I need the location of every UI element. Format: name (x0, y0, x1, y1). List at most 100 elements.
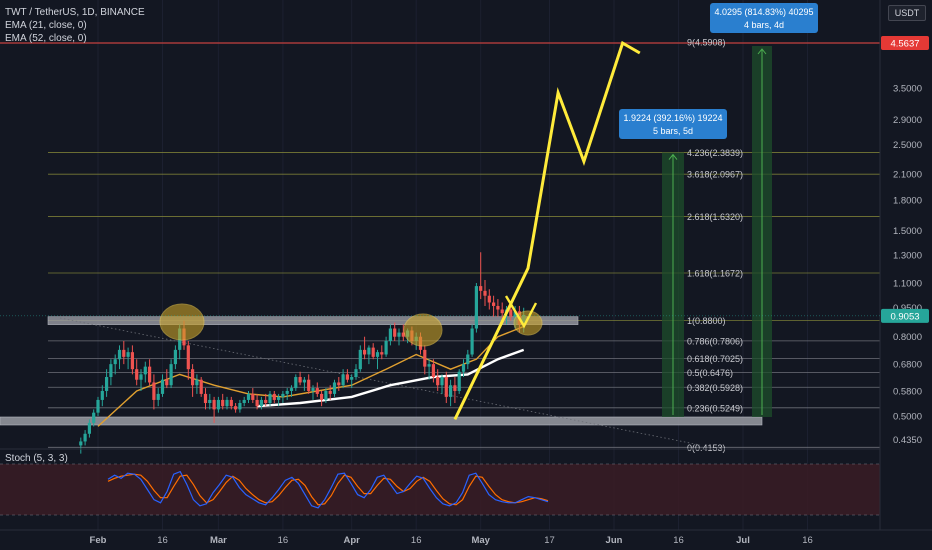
candle-body (431, 364, 435, 378)
candle-body (152, 382, 156, 400)
candle-body (341, 374, 345, 386)
time-axis[interactable]: Feb 16 Mar 16 Apr 16 May 17 Jun 16 Jul 16 (0, 529, 932, 546)
candle-body (87, 422, 91, 434)
time-label: 16 (411, 535, 422, 546)
time-label: 16 (802, 535, 813, 546)
price-tick: 0.5800 (893, 386, 922, 397)
candle-body (246, 393, 251, 400)
overlay-drawings (159, 40, 641, 421)
candle-body (350, 377, 354, 380)
candle-body (470, 328, 474, 355)
fib-label: 3.618(2.0967) (687, 170, 743, 180)
price-tick: 0.5000 (893, 412, 922, 423)
highlight-circle (513, 310, 543, 336)
candle-body (186, 345, 190, 370)
candle-body (302, 379, 306, 383)
candle-body (444, 377, 448, 397)
price-tick: 2.9000 (893, 115, 922, 126)
time-label: May (471, 535, 490, 546)
candle-body (259, 399, 263, 407)
candle-body (156, 393, 160, 400)
candle-body (474, 286, 478, 329)
candle-body (371, 347, 375, 357)
candle-body (212, 399, 216, 410)
fib-label: 9(4.5908) (687, 38, 726, 48)
stoch-k-line (107, 470, 549, 509)
price-tick: 1.8000 (893, 195, 922, 206)
fib-label: 2.618(1.6320) (687, 212, 743, 222)
candle-body (96, 399, 100, 413)
time-label: Jun (606, 535, 623, 546)
ema21-legend: EMA (21, close, 0) (5, 20, 87, 31)
currency-button[interactable]: USDT (888, 5, 926, 21)
fib-label: 0.618(0.7025) (687, 354, 743, 364)
candle-body (117, 349, 122, 360)
candle-body (384, 340, 388, 355)
resistance-zone (47, 316, 579, 325)
candle-body (216, 399, 220, 410)
candle-body (135, 369, 139, 380)
candle-body (393, 328, 397, 337)
candle-body (221, 399, 225, 407)
fib-label: 4.236(2.3839) (687, 148, 743, 158)
candle-body (375, 352, 380, 357)
fib-label: 0(0.4153) (687, 443, 726, 453)
candle-body (199, 379, 203, 394)
candle-body (483, 290, 487, 296)
candle-body (401, 332, 405, 337)
price-tick: 2.5000 (893, 140, 922, 151)
candle-body (229, 399, 233, 407)
drawings (0, 42, 880, 448)
candle-body (294, 377, 298, 389)
candle-body (285, 390, 289, 394)
time-label: 16 (278, 535, 289, 546)
fib-label: 0.382(0.5928) (687, 383, 743, 393)
time-label: Apr (344, 535, 361, 546)
candle-body (328, 390, 332, 394)
time-label: Feb (90, 535, 107, 546)
candle-body (496, 305, 500, 310)
time-label: 17 (544, 535, 555, 546)
fib-label: 1(0.8800) (687, 316, 726, 326)
candle-body (358, 349, 362, 370)
candle-body (453, 385, 457, 391)
candle-body (234, 406, 238, 410)
candle-body (160, 379, 165, 394)
range-arrowhead-2 (757, 48, 767, 55)
candle-body (363, 349, 367, 355)
candle-body (423, 349, 427, 367)
price-axis-bg (880, 0, 932, 550)
candle-body (242, 399, 246, 404)
fib-label: 1.618(1.1672) (687, 269, 743, 279)
candle-body (367, 347, 371, 355)
candle-body (139, 374, 143, 380)
candle-body (461, 364, 466, 372)
candle-body (324, 390, 328, 400)
candle-body (466, 354, 470, 365)
measure-boxes: 1.9224 (392.16%) 19224 5 bars, 5d 4.0295 (… (619, 3, 818, 139)
candle-body (122, 349, 126, 357)
price-tick: 1.5000 (893, 226, 922, 237)
candle-body (487, 295, 491, 303)
candle-body (272, 393, 276, 400)
candle-body (126, 352, 130, 357)
stoch-d-line (107, 473, 549, 506)
current-price-label: 0.9053 (890, 311, 919, 322)
candle-body (440, 377, 444, 386)
candle-body (345, 374, 349, 380)
candle-body (191, 369, 195, 386)
time-label: 16 (157, 535, 168, 546)
candle-body (354, 369, 358, 378)
price-tick: 1.1000 (893, 279, 922, 290)
candle-body (436, 377, 440, 386)
time-label: 16 (673, 535, 684, 546)
projection-v (504, 295, 538, 329)
fib-label: 0.786(0.7806) (687, 336, 743, 346)
price-tick: 0.8000 (893, 332, 922, 343)
fib-label: 0.5(0.6476) (687, 368, 733, 378)
ema52-line (257, 348, 525, 408)
projection-path (453, 40, 641, 421)
